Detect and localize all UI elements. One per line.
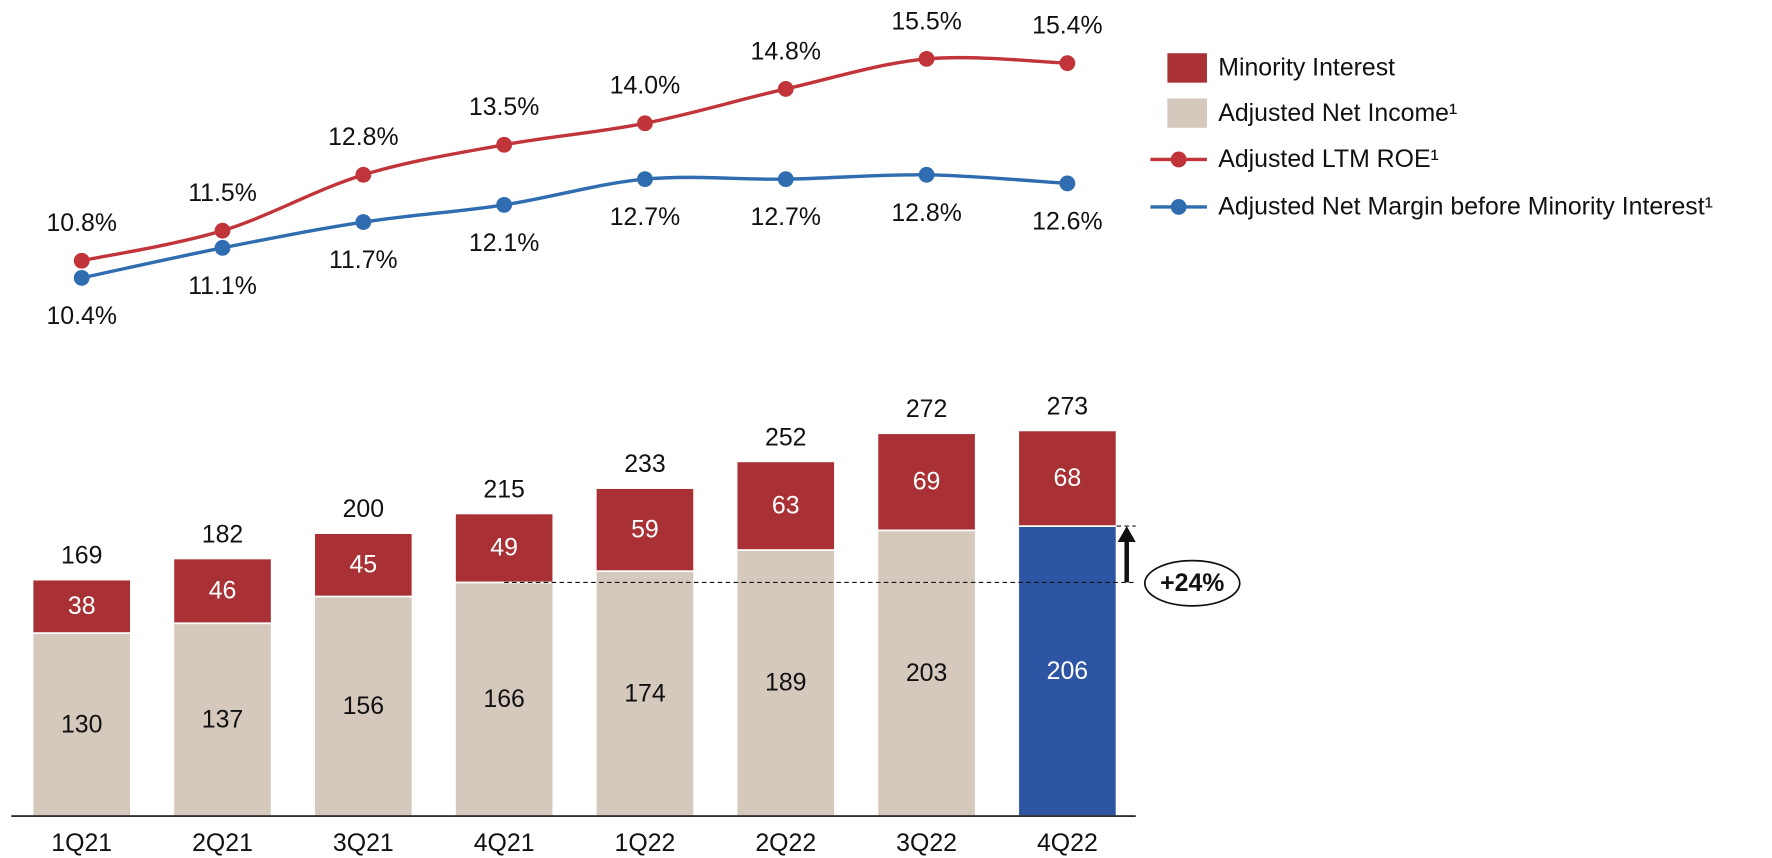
line-point (355, 166, 372, 183)
x-tick-label: 4Q22 (1037, 829, 1098, 857)
x-tick-label: 2Q22 (755, 829, 816, 857)
line-value-label: 12.7% (610, 203, 681, 231)
legend-label: Adjusted Net Margin before Minority Inte… (1218, 193, 1713, 221)
bar-segment (594, 570, 695, 817)
line-point (1059, 175, 1076, 192)
line-value-label: 10.8% (46, 209, 116, 237)
annotation-ellipse (1143, 559, 1241, 607)
line-point (918, 50, 935, 67)
line (81, 55, 1068, 263)
bar-segment (172, 622, 273, 817)
bar-value-label: 130 (61, 710, 102, 738)
bar-value-label: 63 (772, 491, 800, 519)
line-point (496, 136, 513, 153)
total-label: 233 (624, 450, 665, 478)
bar-value-label: 49 (490, 534, 518, 562)
line-point (1059, 55, 1076, 72)
bar-value-label: 174 (624, 679, 666, 707)
line-point (918, 166, 935, 183)
line-value-label: 15.5% (891, 7, 961, 35)
line-point (777, 81, 794, 97)
total-label: 252 (765, 423, 806, 451)
line-value-label: 12.8% (891, 199, 961, 227)
bar-segment (172, 557, 273, 625)
total-label: 215 (483, 475, 524, 503)
bar-value-label: 69 (913, 467, 941, 495)
x-tick-label: 1Q21 (51, 829, 112, 857)
line-value-label: 10.4% (46, 302, 116, 330)
legend-swatch (1167, 98, 1207, 128)
bar-segment (876, 432, 977, 532)
line-value-label: 11.5% (188, 179, 257, 207)
x-tick-label: 1Q22 (615, 829, 676, 857)
bar-value-label: 137 (202, 705, 243, 733)
line-value-label: 12.6% (1032, 208, 1103, 236)
bar-segment (31, 632, 132, 817)
bar-segment (454, 512, 555, 584)
bar-value-label: 166 (483, 685, 524, 713)
line-value-label: 12.8% (328, 123, 399, 151)
line (81, 173, 1068, 280)
x-tick-label: 4Q21 (474, 829, 535, 857)
line-point (637, 171, 653, 188)
line-point (214, 239, 231, 256)
bar-value-label: 46 (209, 577, 237, 605)
bar-value-label: 203 (906, 659, 947, 687)
bar-segment (735, 460, 836, 551)
line-point (214, 222, 231, 239)
bar-segment (31, 578, 132, 634)
bar-value-label: 38 (68, 592, 96, 620)
growth-arrow-head (1117, 526, 1136, 542)
total-label: 200 (343, 495, 384, 523)
bar-segment (1017, 525, 1118, 817)
line-value-label: 14.0% (610, 72, 681, 100)
bar-value-label: 45 (349, 551, 377, 579)
line-point (355, 214, 372, 230)
bar-value-label: 59 (631, 515, 659, 543)
bar-value-label: 189 (765, 669, 806, 697)
total-label: 272 (906, 395, 947, 423)
line-value-label: 13.5% (469, 93, 540, 121)
legend-label: Adjusted Net Income¹ (1218, 99, 1457, 127)
total-label: 182 (202, 520, 243, 548)
line-point (637, 115, 653, 132)
legend-marker (1170, 199, 1187, 215)
legend-swatch (1167, 53, 1207, 83)
bar-value-label: 206 (1047, 657, 1088, 685)
bar-value-label: 68 (1054, 464, 1082, 492)
line-point (496, 196, 513, 213)
total-label: 273 (1047, 392, 1088, 420)
bar-value-label: 156 (343, 692, 384, 720)
line-point (73, 269, 90, 286)
bar-segment (1017, 429, 1118, 527)
line-value-label: 14.8% (751, 37, 822, 65)
line-value-label: 11.1% (188, 272, 257, 300)
legend-label: Adjusted LTM ROE¹ (1218, 145, 1439, 173)
x-tick-label: 3Q22 (896, 829, 957, 857)
line-point (777, 171, 794, 188)
bar-segment (454, 581, 555, 817)
line-value-label: 12.7% (751, 203, 822, 231)
bar-segment (735, 549, 836, 817)
legend-marker (1170, 151, 1187, 168)
line-value-label: 11.7% (329, 246, 398, 274)
legend-label: Minority Interest (1218, 54, 1395, 82)
line-value-label: 12.1% (469, 229, 540, 257)
annotation: +24% (1160, 569, 1224, 597)
line-point (73, 252, 90, 269)
bar-segment (594, 487, 695, 573)
total-label: 169 (61, 542, 102, 570)
bar-segment (313, 532, 414, 598)
line-value-label: 15.4% (1032, 12, 1103, 40)
x-tick-label: 3Q21 (333, 829, 394, 857)
x-tick-label: 2Q21 (192, 829, 253, 857)
